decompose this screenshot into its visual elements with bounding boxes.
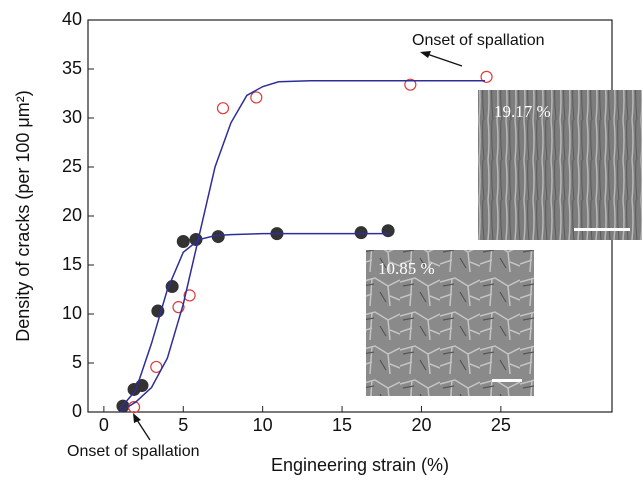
inset-bottom: 10.85 % [366,250,534,396]
x-tick-label: 5 [178,415,188,435]
y-tick-label: 5 [72,352,82,372]
inset-label: 10.85 % [378,259,435,278]
point [355,227,367,239]
y-tick-label: 10 [62,303,82,323]
y-axis-title: Density of cracks (per 100 μm²) [13,90,33,341]
y-tick-label: 15 [62,254,82,274]
x-tick-label: 20 [411,415,431,435]
y-tick-label: 0 [72,401,82,421]
point [382,225,394,237]
inset-label: 19.17 % [494,102,551,121]
arrow-head [133,413,141,423]
inset-top: 19.17 % [478,90,642,240]
point [177,235,189,247]
fit-line [120,234,390,409]
x-tick-label: 10 [253,415,273,435]
y-tick-label: 25 [62,156,82,176]
x-tick-label: 25 [491,415,511,435]
x-tick-label: 15 [332,415,352,435]
scale-bar [492,379,522,382]
y-tick-label: 40 [62,9,82,29]
arrow [427,54,462,66]
point [217,103,228,114]
chart: 19.17 % 10.85 % Onset of spallation Onse… [0,0,643,478]
x-axis-title: Engineering strain (%) [271,455,449,475]
x-tick-label: 0 [99,415,109,435]
y-tick-label: 20 [62,205,82,225]
point [251,92,262,103]
y-tick-label: 30 [62,107,82,127]
scale-bar [574,228,630,231]
annotation: Onset of spallation [412,32,545,49]
arrow-head [420,51,431,58]
arrow [137,420,150,440]
y-tick-label: 35 [62,58,82,78]
annotation: Onset of spallation [67,443,200,460]
